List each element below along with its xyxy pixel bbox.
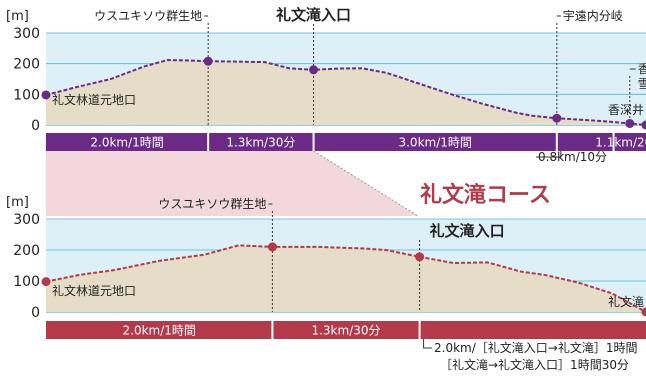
chart1-bracket-line	[424, 339, 432, 348]
chart0-segment-label: 1.3km/30分	[226, 136, 295, 150]
chart1-waypoint-label: ウスユキソウ群生地	[158, 197, 266, 211]
chart1-ytick-label: 0	[31, 305, 40, 321]
waypoint-label-line: 雪センター	[638, 77, 646, 91]
chart0-waypoint-label: 礼文滝入口	[276, 6, 351, 24]
chart1-segment-label: 2.0km/1時間	[123, 324, 196, 338]
chart0-waypoint-label: ウスユキソウ群生地	[94, 9, 202, 23]
chart0-waypoint-label: 香深井	[608, 103, 644, 117]
waypoint-label-line: 香深井除	[638, 61, 646, 76]
chart1-extra-label: 2.0km/［礼文滝入口→礼文滝］1時間	[434, 340, 637, 355]
chart1-waypoint-label: 礼文滝	[608, 294, 644, 309]
chart0-ytick-label: 100	[13, 87, 40, 103]
chart0-ytick-label: 200	[13, 57, 40, 73]
chart1-segment-label: 1.3km/30分	[311, 324, 380, 338]
chart1-waypoint-marker	[415, 252, 424, 261]
chart1-ytick-label: 300	[13, 212, 40, 228]
chart0-waypoint-marker	[309, 65, 318, 74]
chart1-ytick-label: 200	[13, 243, 40, 259]
chart0-segment-label: 2.0km/1時間	[90, 136, 163, 150]
chart1-waypoint-marker	[42, 277, 51, 286]
chart1-ytick-label: 100	[13, 274, 40, 290]
chart0-ylabel: [m]	[6, 9, 29, 24]
chart0-waypoint-marker	[42, 90, 51, 99]
chart0-waypoint-marker	[625, 119, 634, 128]
chart0-segment-label: 3.0km/1時間	[398, 136, 471, 150]
chart0-waypoint-label: 宇遠内分岐	[563, 9, 623, 23]
chart1-ylabel: [m]	[6, 195, 29, 210]
chart0-ytick-label: 0	[31, 118, 40, 134]
chart1-segment-bar	[420, 321, 646, 339]
chart0-ytick-label: 300	[13, 26, 40, 42]
chart1-waypoint-label: 礼文滝入口	[430, 222, 505, 240]
chart0-waypoint-marker	[552, 114, 561, 123]
chart1-extra-label: ［礼文滝→礼文滝入口］1時間30分	[440, 357, 629, 372]
chart0-waypoint-marker	[204, 57, 213, 66]
chart0-waypoint-label: 礼文林道元地口	[52, 92, 136, 107]
course-title: 礼文滝コース	[420, 182, 551, 208]
chart1-waypoint-label: 礼文林道元地口	[52, 283, 136, 298]
chart0-segment-label: 1.1km/20分	[595, 136, 646, 150]
chart1-waypoint-marker	[268, 242, 277, 251]
